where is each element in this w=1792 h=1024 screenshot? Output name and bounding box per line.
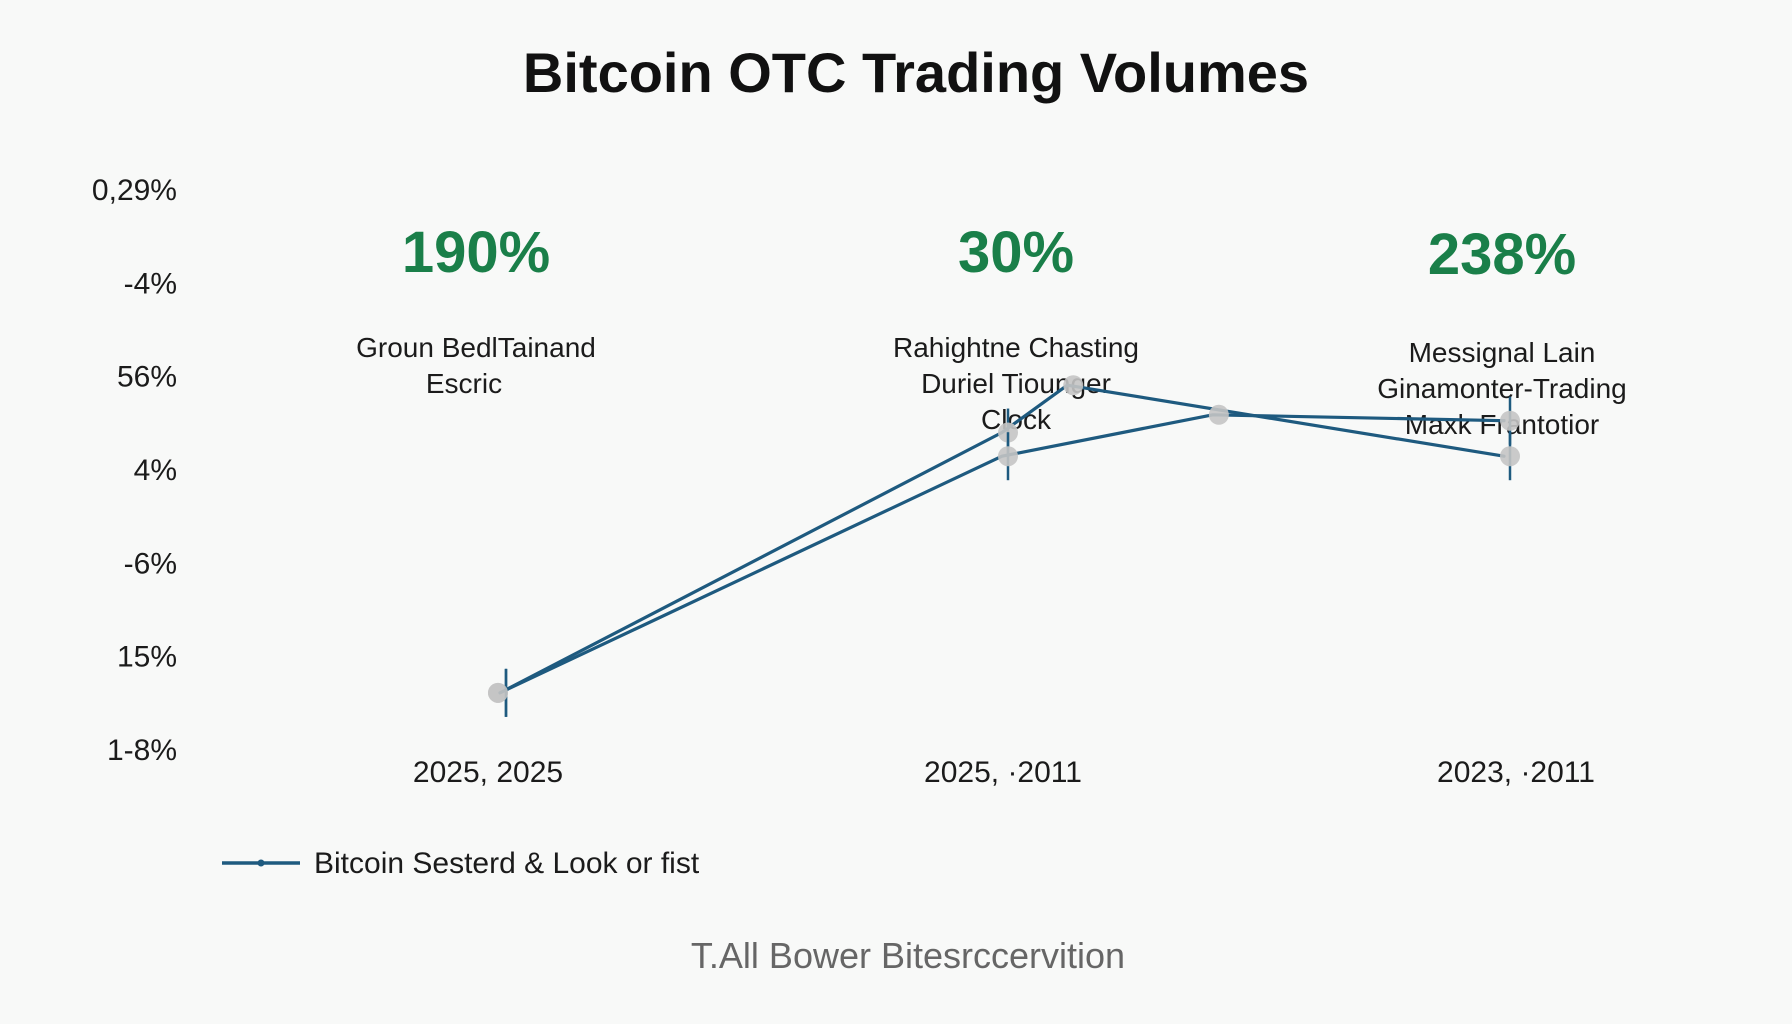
data-point [488, 682, 508, 703]
annotation-text: Messignal Lain [1409, 337, 1596, 368]
x-tick-label: 2025, 2025 [413, 756, 563, 789]
chart-annotations: 190% Groun BedlTainand Escric 30% Rahightne … [356, 220, 1627, 440]
y-tick-label: 1-8% [107, 734, 177, 767]
annotation-text: Ginamonter-Trading [1377, 373, 1627, 404]
y-tick-label: -4% [124, 267, 177, 300]
data-point [1208, 404, 1229, 425]
legend-swatch-marker [257, 859, 265, 867]
annotation-value: 238% [1428, 222, 1576, 287]
annotation-text: Rahightne Chasting [893, 332, 1139, 363]
y-tick-label: 0,29% [92, 174, 177, 207]
annotation-value: 190% [402, 220, 550, 285]
legend: Bitcoin Sesterd & Look or fist [222, 847, 700, 880]
data-point [998, 446, 1018, 467]
annotation-value: 30% [958, 220, 1074, 285]
chart-series [488, 375, 1520, 717]
series-line [498, 413, 1506, 695]
y-tick-label: 4% [134, 454, 177, 487]
data-point [1063, 375, 1084, 396]
annotation-text: Groun BedlTainand [356, 332, 596, 363]
data-point [1500, 410, 1520, 431]
y-tick-label: 56% [117, 361, 177, 394]
annotation-text: Escric [426, 368, 502, 399]
y-axis-tick-labels: 0,29% -4% 56% 4% -6% 15% 1-8% [92, 174, 177, 767]
x-tick-label: 2023, ·2011 [1437, 756, 1595, 789]
series-line [498, 383, 1506, 695]
y-tick-label: 15% [117, 641, 177, 674]
legend-label: Bitcoin Sesterd & Look or fist [314, 847, 700, 880]
x-tick-label: 2025, ·2011 [924, 756, 1082, 789]
chart-footer: T.All Bower Bitesrccervition [691, 935, 1125, 976]
chart-title: Bitcoin OTC Trading Volumes [523, 41, 1309, 104]
x-axis-tick-labels: 2025, 2025 2025, ·2011 2023, ·2011 [413, 756, 1595, 789]
y-tick-label: -6% [124, 547, 177, 580]
data-point [1500, 446, 1520, 467]
